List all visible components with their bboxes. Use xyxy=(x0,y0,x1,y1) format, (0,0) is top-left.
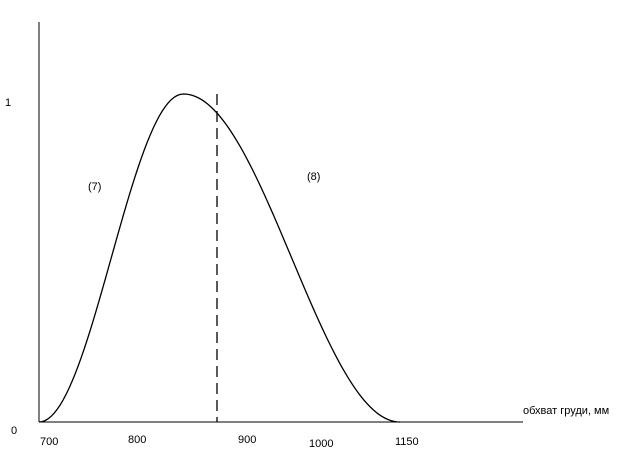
x-tick-label-1150: 1150 xyxy=(395,436,419,448)
x-tick-label-1000: 1000 xyxy=(309,438,334,450)
y-tick-label-1: 1 xyxy=(5,97,12,109)
x-tick-label-700: 700 xyxy=(40,436,59,448)
annotation-left: (7) xyxy=(88,181,102,193)
bell-curve-line xyxy=(38,93,401,423)
y-tick-label-0: 0 xyxy=(11,425,18,437)
x-tick-label-800: 800 xyxy=(128,434,147,446)
annotation-right: (8) xyxy=(307,171,321,183)
x-axis-label: обхват груди, мм xyxy=(523,405,610,417)
x-tick-label-900: 900 xyxy=(238,434,257,446)
